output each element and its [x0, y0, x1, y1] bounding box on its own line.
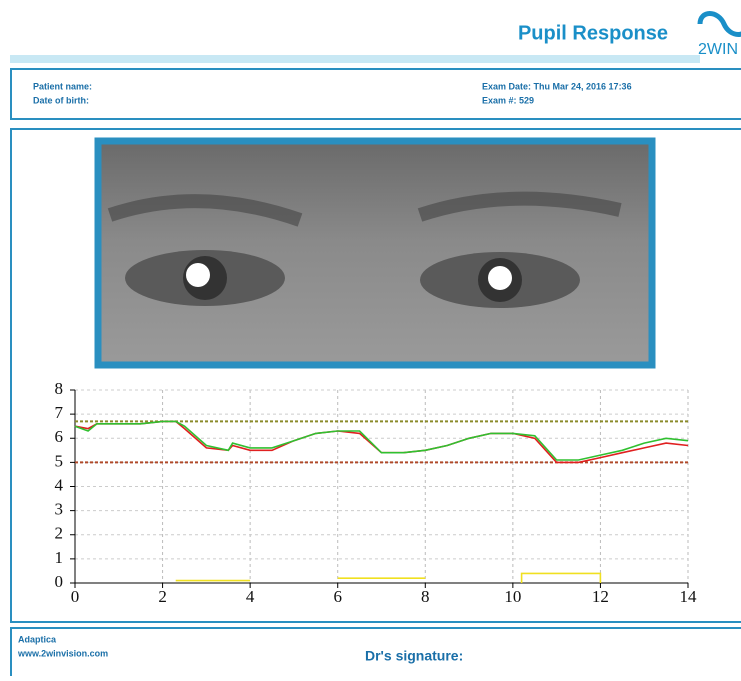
date-of-birth: Date of birth:: [33, 95, 89, 105]
header-bar: [10, 55, 700, 63]
x-tick-label: 6: [333, 587, 342, 606]
y-tick-label: 3: [55, 500, 64, 519]
x-tick-label: 4: [246, 587, 255, 606]
left-reflex: [186, 263, 210, 287]
website: www.2winvision.com: [17, 648, 108, 658]
y-tick-label: 7: [55, 403, 64, 422]
eyebrows: [107, 191, 622, 227]
y-tick-label: 0: [55, 572, 64, 591]
signature-label: Dr's signature:: [365, 648, 463, 664]
logo-text: 2WIN: [698, 41, 738, 58]
company: Adaptica: [18, 634, 57, 644]
exam-number: Exam #: 529: [482, 95, 534, 105]
main-box: [10, 128, 741, 623]
x-tick-label: 2: [158, 587, 167, 606]
y-tick-label: 1: [55, 548, 64, 567]
series-line: [175, 572, 602, 583]
x-tick-label: 0: [71, 587, 80, 606]
header-title: Pupil Response: [518, 22, 668, 44]
y-tick-label: 4: [55, 475, 64, 494]
series-line: [74, 420, 689, 461]
y-tick-label: 5: [55, 451, 64, 470]
x-tick-label: 8: [421, 587, 430, 606]
eye-image: [94, 137, 656, 369]
right-reflex: [488, 266, 512, 290]
y-tick-label: 8: [55, 379, 64, 398]
info-box: [10, 68, 741, 120]
y-tick-label: 2: [55, 524, 64, 543]
exam-date: Exam Date: Thu Mar 24, 2016 17:36: [482, 81, 632, 91]
patient-name: Patient name:: [33, 81, 92, 91]
x-tick-label: 14: [680, 587, 698, 606]
x-tick-label: 12: [592, 587, 609, 606]
y-tick-label: 6: [55, 427, 64, 446]
logo-mark: [697, 11, 741, 37]
x-tick-label: 10: [504, 587, 521, 606]
